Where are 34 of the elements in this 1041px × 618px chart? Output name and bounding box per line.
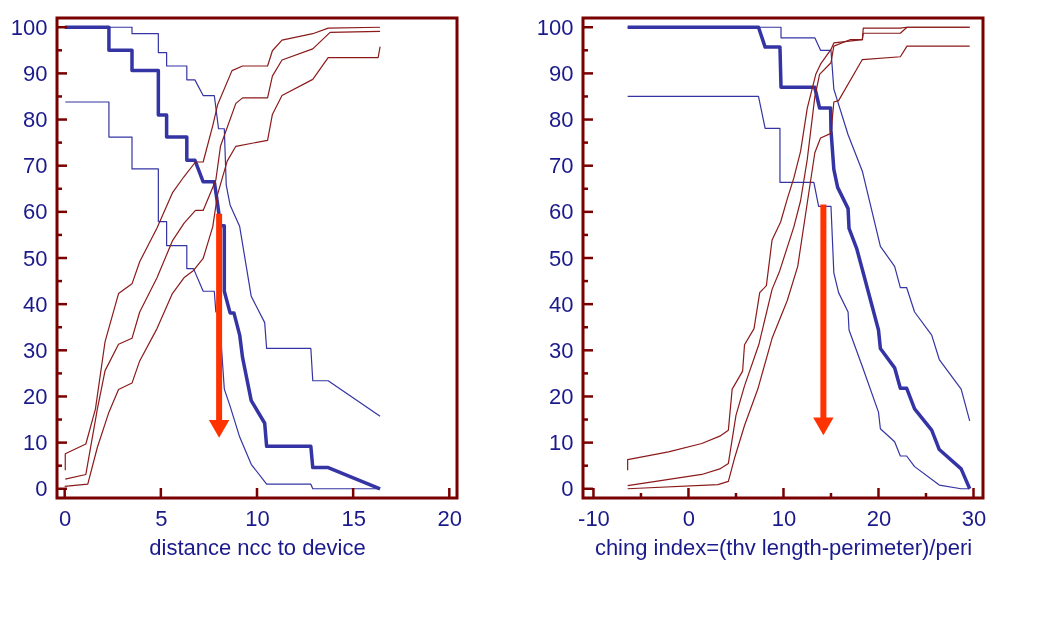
x-tick-label: 10 xyxy=(771,505,797,531)
x-tick-label: -10 xyxy=(578,505,610,531)
y-tick-label: 0 xyxy=(561,476,574,502)
y-tick-label: 90 xyxy=(549,60,574,86)
y-tick-label: 40 xyxy=(549,291,574,317)
y-tick-label: 50 xyxy=(23,245,48,271)
y-tick-label: 30 xyxy=(23,337,48,363)
y-tick-label: 100 xyxy=(10,14,48,40)
x-tick-label: 0 xyxy=(682,505,696,531)
y-tick-label: 90 xyxy=(23,60,48,86)
y-tick-label: 80 xyxy=(23,107,48,133)
y-tick-label: 30 xyxy=(549,337,574,363)
y-tick-label: 50 xyxy=(549,245,574,271)
y-tick-label: 20 xyxy=(549,383,574,409)
x-tick-label: 10 xyxy=(245,505,270,531)
y-tick-label: 100 xyxy=(536,14,574,40)
x-tick-label: 30 xyxy=(961,505,987,531)
x-tick-label: 5 xyxy=(155,505,168,531)
x-tick-label: 20 xyxy=(866,505,892,531)
y-tick-label: 60 xyxy=(23,199,48,225)
x-axis-title: ching index=(thv length-perimeter)/peri xyxy=(594,534,973,560)
y-tick-label: 10 xyxy=(549,430,574,456)
y-tick-label: 70 xyxy=(549,153,574,179)
x-tick-label: 15 xyxy=(341,505,366,531)
x-tick-label: 0 xyxy=(59,505,72,531)
x-tick-label: 20 xyxy=(437,505,463,531)
y-tick-label: 10 xyxy=(23,430,48,456)
y-tick-label: 0 xyxy=(35,476,48,502)
y-tick-label: 20 xyxy=(23,383,48,409)
y-tick-label: 70 xyxy=(23,153,48,179)
y-tick-label: 40 xyxy=(23,291,48,317)
y-tick-label: 80 xyxy=(549,107,574,133)
y-tick-label: 60 xyxy=(549,199,574,225)
x-axis-title: distance ncc to device xyxy=(149,534,366,560)
